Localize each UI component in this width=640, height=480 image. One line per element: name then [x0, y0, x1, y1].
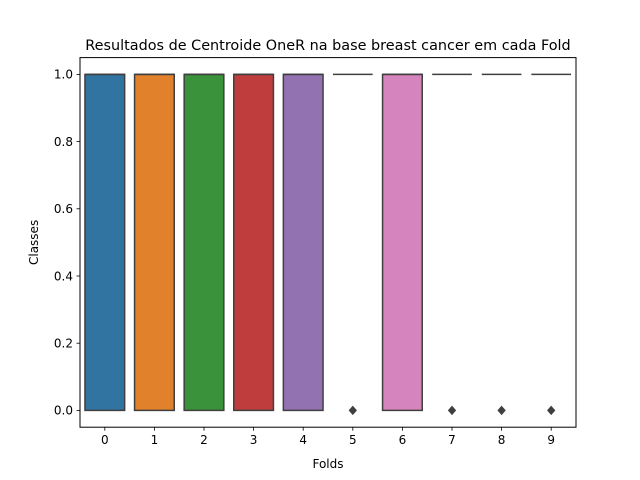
box-body [233, 73, 275, 412]
x-tick-label: 2 [200, 433, 208, 447]
outlier-point [447, 405, 457, 416]
box-fold-6 [381, 73, 423, 412]
y-tick-label: 0.2 [54, 337, 73, 351]
outlier-point [547, 405, 556, 416]
y-tick-label: 0.4 [54, 269, 73, 283]
y-tick-label: 1.0 [54, 68, 73, 82]
x-tick-label: 0 [101, 433, 109, 447]
box-body [183, 73, 225, 412]
plot-frame [79, 57, 577, 428]
y-tick-label: 0.0 [54, 404, 73, 418]
box-body [381, 73, 423, 412]
outlier-point [497, 405, 506, 416]
y-axis: 0.0 0.2 0.4 0.6 0.8 1.0 [54, 68, 80, 418]
box-fold-2 [183, 73, 225, 412]
y-tick-label: 0.6 [54, 202, 73, 216]
x-tick-label: 9 [547, 433, 555, 447]
x-tick-label: 4 [299, 433, 307, 447]
box-fold-3 [233, 73, 275, 412]
box-fold-4 [282, 73, 324, 412]
box-body [133, 73, 175, 412]
x-tick-label: 8 [498, 433, 506, 447]
y-axis-label: Classes [27, 220, 41, 265]
box-fold-5 [332, 73, 373, 416]
boxes-layer [84, 73, 572, 416]
y-tick-label: 0.8 [54, 135, 73, 149]
outlier-point [348, 405, 357, 416]
x-tick-label: 7 [448, 433, 456, 447]
x-axis-label: Folds [312, 457, 343, 471]
box-body [84, 73, 126, 412]
box-body [282, 73, 324, 412]
chart-title: Resultados de Centroide OneR na base bre… [85, 38, 570, 54]
box-fold-1 [133, 73, 175, 412]
x-tick-label: 3 [250, 433, 258, 447]
x-tick-label: 6 [399, 433, 407, 447]
box-fold-0 [84, 73, 126, 412]
box-fold-9 [531, 73, 572, 416]
box-fold-8 [481, 73, 522, 416]
x-tick-label: 5 [349, 433, 357, 447]
x-tick-label: 1 [151, 433, 159, 447]
box-fold-7 [432, 73, 472, 416]
x-axis: 0 1 2 3 4 5 6 7 8 9 [101, 427, 555, 447]
